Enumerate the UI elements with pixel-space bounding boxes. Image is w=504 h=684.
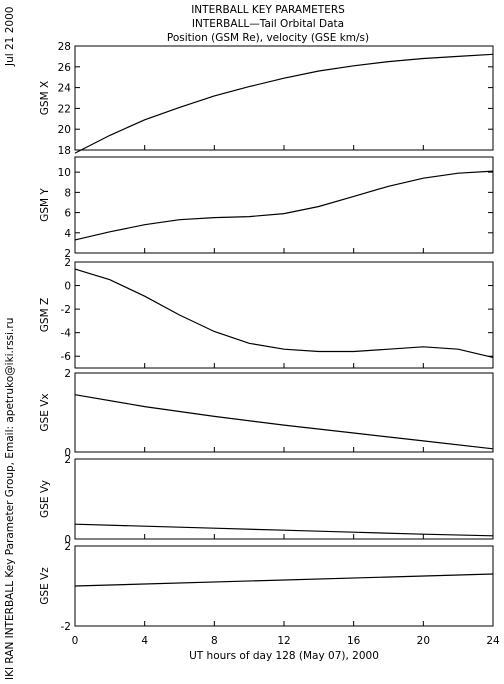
panel-5-frame <box>74 545 494 627</box>
header-line-2: INTERBALL—Tail Orbital Data <box>192 18 344 30</box>
panel-2: -6 -4 -2 0 2 GSM Z <box>39 257 494 369</box>
panel-2-ytick-label: -4 <box>61 328 72 340</box>
panel-0-ytick-label: 28 <box>58 41 71 53</box>
panel-2-ytick-label: -6 <box>61 351 72 363</box>
panel-0-ytick-label: 22 <box>58 103 71 115</box>
panel-3-ylabel: GSE Vx <box>39 393 51 431</box>
panel-0-ytick-label: 20 <box>58 124 71 136</box>
chart-header: INTERBALL KEY PARAMETERS INTERBALL—Tail … <box>167 4 369 44</box>
x-tick-label: 8 <box>211 635 218 647</box>
x-tick-label: 20 <box>417 635 430 647</box>
panel-2-ytick-label: 2 <box>64 257 71 269</box>
x-tick-label: 16 <box>347 635 361 647</box>
panel-1: 2 4 6 8 10 GSM Y <box>39 156 494 260</box>
panel-2-series-line <box>74 268 494 358</box>
panel-1-ytick-label: 4 <box>64 228 71 240</box>
panel-0-ytick-label: 26 <box>58 62 72 74</box>
panel-2-ylabel: GSM Z <box>39 298 51 332</box>
panel-5-ylabel: GSE Vz <box>39 567 51 605</box>
panel-0-frame <box>74 45 494 151</box>
panel-4-series-line <box>74 523 494 537</box>
panel-0-ytick-label: 18 <box>58 145 71 157</box>
panel-4-ytick-label: 0 <box>64 534 71 546</box>
panel-5-series-line <box>74 573 494 587</box>
panel-1-ytick-label: 2 <box>64 248 71 260</box>
panel-1-series-line <box>74 170 494 241</box>
panel-3-series-line <box>74 394 494 450</box>
panel-0-series-line <box>74 53 494 154</box>
panel-3-ytick-label: 0 <box>64 447 71 459</box>
panel-0-ylabel: GSM X <box>39 81 51 115</box>
panel-3: 0 2 GSE Vx <box>39 368 494 459</box>
panel-2-frame <box>74 261 494 369</box>
panel-4-frame <box>74 458 494 540</box>
header-line-3: Position (GSM Re), velocity (GSE km/s) <box>167 32 369 44</box>
panel-0: 18 20 22 24 26 28 GSM X <box>39 41 494 157</box>
x-axis-title: UT hours of day 128 (May 07), 2000 <box>189 650 379 662</box>
header-line-1: INTERBALL KEY PARAMETERS <box>191 4 345 16</box>
panel-2-ytick-label: 0 <box>64 281 71 293</box>
panel-3-frame <box>74 372 494 453</box>
panel-1-ytick-label: 6 <box>64 208 71 220</box>
side-date: Jul 21 2000 <box>4 7 16 67</box>
panel-1-ytick-label: 8 <box>64 187 71 199</box>
panel-1-ylabel: GSM Y <box>39 188 51 222</box>
side-credit: IKI RAN INTERBALL Key Parameter Group, E… <box>4 318 16 680</box>
panel-5-ytick-label: 2 <box>64 541 71 553</box>
panel-1-ytick-label: 10 <box>58 167 71 179</box>
panel-3-ytick-label: 2 <box>64 368 71 380</box>
panel-2-ytick-label: -2 <box>61 304 71 316</box>
x-tick-label: 12 <box>277 635 290 647</box>
x-axis: 0 4 8 12 16 20 24 UT hours of day 128 (May 07),… <box>72 635 500 662</box>
panel-0-ytick-label: 24 <box>58 83 72 95</box>
panel-4-ytick-label: 2 <box>64 454 71 466</box>
panel-5-ytick-label: -2 <box>61 621 71 633</box>
x-tick-label: 24 <box>486 635 500 647</box>
x-tick-label: 0 <box>72 635 79 647</box>
panel-4-ylabel: GSE Vy <box>39 480 51 518</box>
panel-1-frame <box>74 156 494 254</box>
x-tick-label: 4 <box>141 635 148 647</box>
panel-4: 0 2 GSE Vy <box>39 454 494 546</box>
panel-5: -2 2 GSE Vz <box>39 541 494 633</box>
